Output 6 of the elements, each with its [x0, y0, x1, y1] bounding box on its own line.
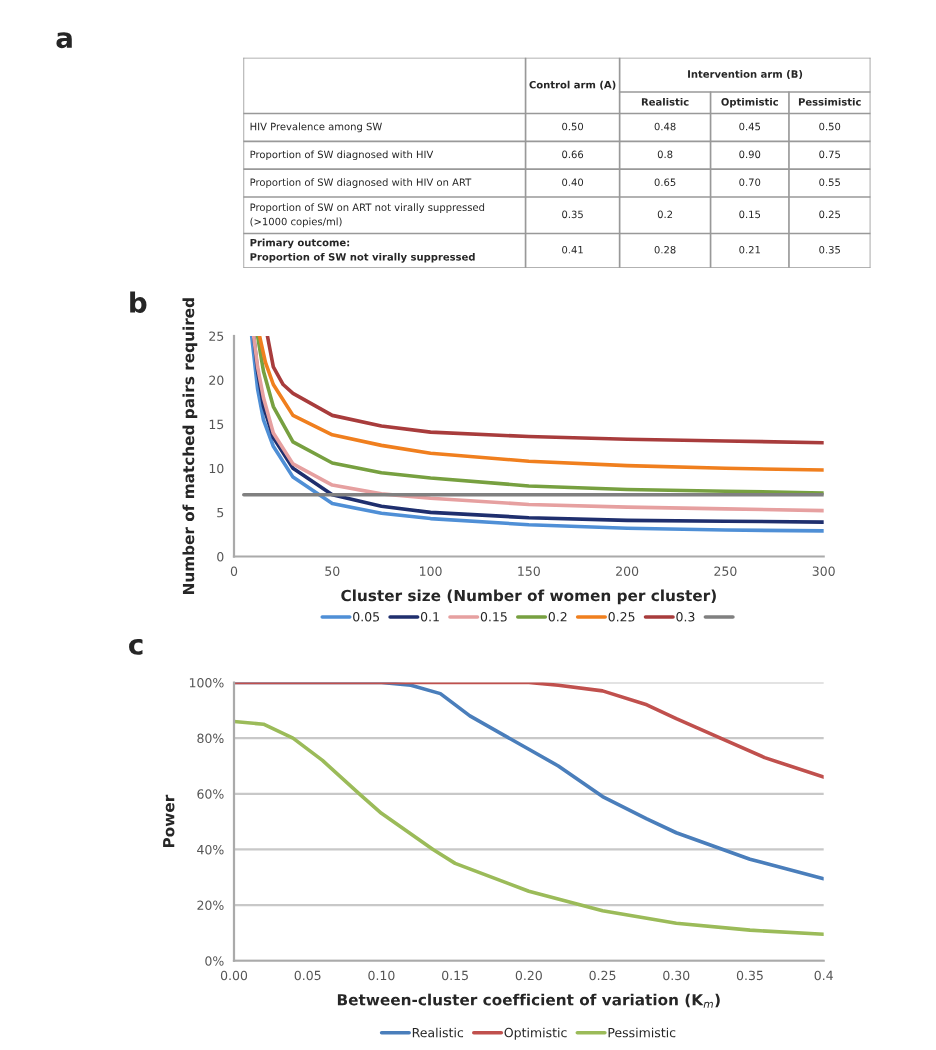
text: a	[56, 32, 72, 49]
line-series	[265, 336, 824, 445]
line-series	[234, 719, 824, 937]
chart-title: b	[130, 291, 147, 313]
line-series	[234, 682, 824, 779]
chart-title: c	[129, 638, 143, 655]
